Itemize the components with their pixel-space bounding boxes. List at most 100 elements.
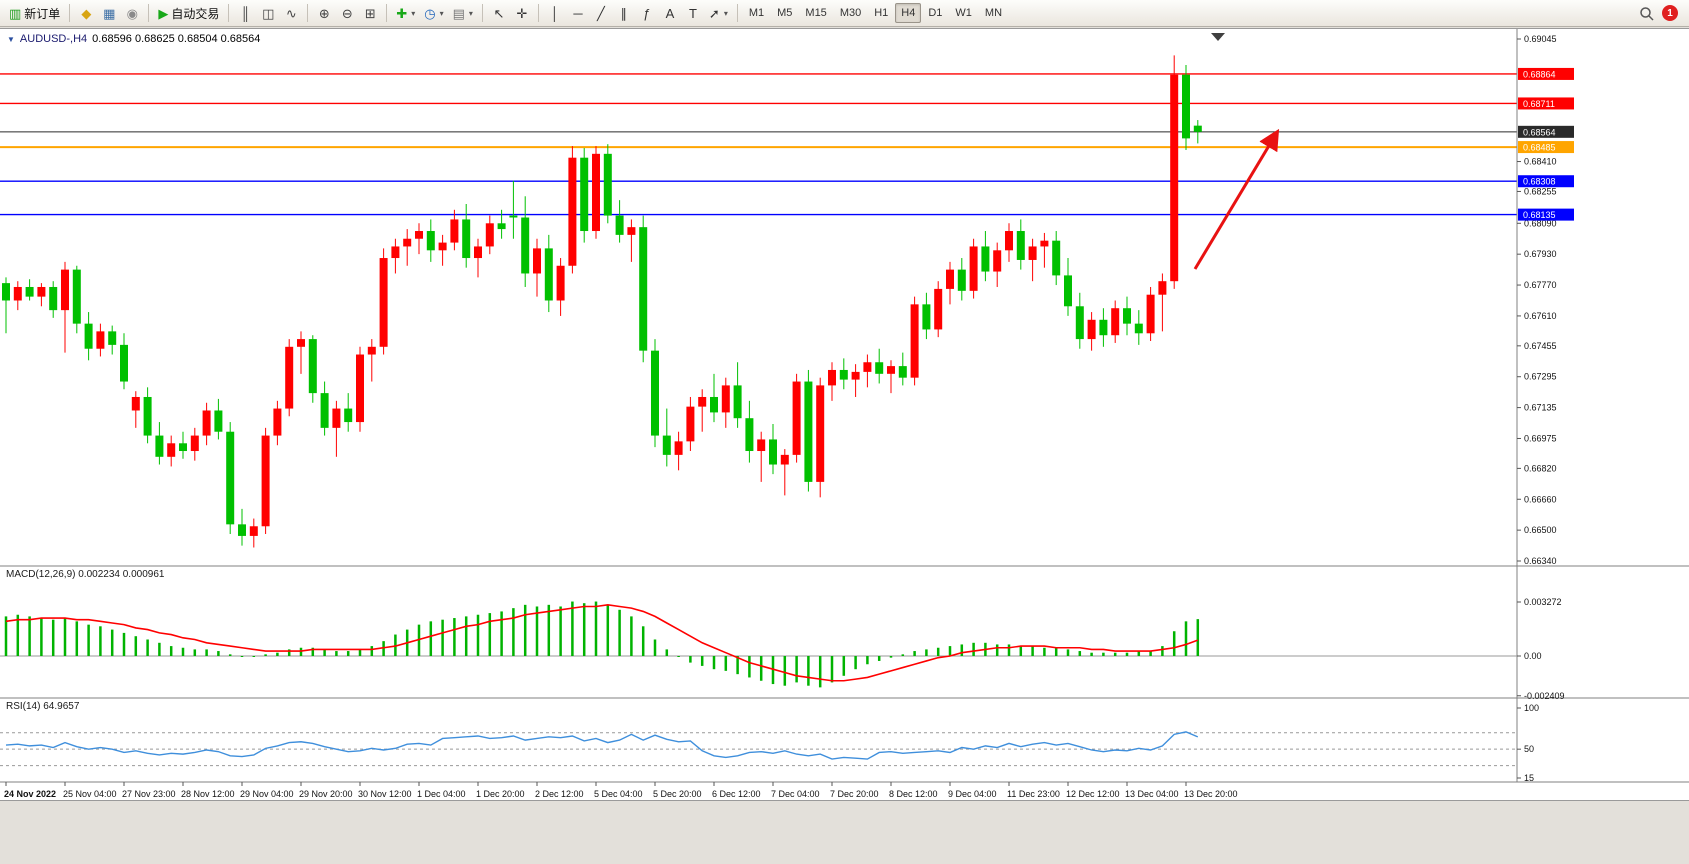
timeframe-button-w1[interactable]: W1 <box>949 3 978 23</box>
timeframe-toolbar: M1 M5 M15 M30 H1 H4 D1 W1 MN <box>743 3 1008 23</box>
time-tick-label: 7 Dec 04:00 <box>771 789 820 799</box>
macd-signal-line <box>5 604 1199 682</box>
trendline-button[interactable]: ╱ <box>590 2 612 24</box>
price-axis[interactable]: 0.69045 0.68410 0.68255 0.68090 0.67930 0.677… <box>1517 34 1574 566</box>
vertical-line-button[interactable]: │ <box>544 2 566 24</box>
indicators-plus-icon: ✚ <box>396 5 408 21</box>
tile-windows-button[interactable]: ⊞ <box>359 2 381 24</box>
zoom-out-button[interactable]: ⊖ <box>336 2 358 24</box>
caret-down-icon: ▾ <box>468 8 473 18</box>
price-tick-label: 0.67135 <box>1524 403 1557 413</box>
line-chart-icon: ∿ <box>285 5 297 21</box>
price-tick-label: 0.67455 <box>1524 341 1557 351</box>
new-order-button[interactable]: ▥ 新订单 <box>5 2 64 24</box>
toolbar-separator <box>307 4 309 22</box>
text-label-button[interactable]: T <box>682 2 704 24</box>
time-tick-label: 29 Nov 04:00 <box>240 789 294 799</box>
svg-text:0.68864: 0.68864 <box>1523 69 1556 79</box>
time-tick-label: 28 Nov 12:00 <box>181 789 235 799</box>
trendline-icon: ╱ <box>597 5 605 21</box>
chart-canvas[interactable]: 0.69045 0.68410 0.68255 0.68090 0.67930 0.677… <box>0 29 1689 802</box>
templates-button[interactable]: ▤ ▾ <box>449 2 477 24</box>
line-chart-button[interactable]: ∿ <box>280 2 302 24</box>
macd-tick-label: -0.002409 <box>1524 691 1565 701</box>
price-tick-label: 0.66500 <box>1524 525 1557 535</box>
timeframe-button-mn[interactable]: MN <box>979 3 1008 23</box>
template-icon: ▤ <box>452 5 465 21</box>
timeframe-button-m1[interactable]: M1 <box>743 3 770 23</box>
price-tick-label: 0.68410 <box>1524 157 1557 167</box>
chevron-down-icon: ▼ <box>7 34 15 44</box>
auto-trading-button[interactable]: ▶ 自动交易 <box>154 2 223 24</box>
market-watch-button[interactable]: ◆ <box>75 2 97 24</box>
price-tick-label: 0.68090 <box>1524 218 1557 228</box>
channel-button[interactable]: ∥ <box>613 2 635 24</box>
new-order-button-label: 新订单 <box>24 6 61 21</box>
price-tick-label: 0.66975 <box>1524 433 1557 443</box>
rsi-line <box>5 731 1199 760</box>
time-axis[interactable]: 24 Nov 2022 25 Nov 04:00 27 Nov 23:00 28 No… <box>4 782 1238 799</box>
rsi-tick-label: 50 <box>1524 744 1534 754</box>
toolbar-separator <box>481 4 483 22</box>
timeframe-button-m30[interactable]: M30 <box>834 3 867 23</box>
signals-icon: ◉ <box>126 5 138 21</box>
price-line-label-0.68485: 0.68485 <box>1518 141 1574 154</box>
horizontal-line-button[interactable]: ─ <box>567 2 589 24</box>
search-button[interactable] <box>1639 6 1654 21</box>
time-tick-label: 5 Dec 20:00 <box>653 789 702 799</box>
macd-panel: 0.003272 0.00 -0.002409 <box>0 597 1565 701</box>
timeframe-button-h4[interactable]: H4 <box>895 3 922 23</box>
macd-tick-label: 0.00 <box>1524 651 1542 661</box>
horizontal-line-icon: ─ <box>573 5 583 21</box>
time-tick-label: 2 Dec 12:00 <box>535 789 584 799</box>
toolbar-right-cluster: 1 <box>1639 5 1684 21</box>
trend-arrow-annotation[interactable] <box>1193 128 1280 270</box>
bar-chart-button[interactable]: ║ <box>234 2 256 24</box>
rsi-tick-label: 15 <box>1524 773 1534 783</box>
price-line-label-0.68564: 0.68564 <box>1518 125 1574 138</box>
rsi-indicator-label: RSI(14) 64.9657 <box>6 701 80 712</box>
ohlc-values: 0.68596 0.68625 0.68504 0.68564 <box>92 33 261 45</box>
price-line-label-0.68308: 0.68308 <box>1518 175 1574 188</box>
crosshair-button[interactable]: ✛ <box>511 2 533 24</box>
text-icon: A <box>665 5 675 21</box>
zoom-in-button[interactable]: ⊕ <box>313 2 335 24</box>
cursor-button[interactable]: ↖ <box>488 2 510 24</box>
price-tick-label: 0.68255 <box>1524 186 1557 196</box>
timeframe-button-h1[interactable]: H1 <box>868 3 894 23</box>
rsi-tick-label: 100 <box>1524 703 1539 713</box>
candlestick-series <box>2 55 1202 548</box>
main-toolbar: ▥ 新订单 ◆ ▦ ◉ ▶ 自动交易 ║ ◫ ∿ ⊕ ⊖ ⊞ ✚ ▾ ◷ ▾ ▤ ▾ ↖ ✛ │ ─ ╱ ∥ ƒ A T ➚ ▾ M1 M5… <box>0 0 1689 27</box>
chart-shift-marker-icon[interactable] <box>1211 33 1225 41</box>
signals-button[interactable]: ◉ <box>121 2 143 24</box>
arrows-button[interactable]: ➚ ▾ <box>705 2 732 24</box>
periods-button[interactable]: ◷ ▾ <box>420 2 447 24</box>
channel-icon: ∥ <box>620 5 628 21</box>
macd-indicator-label: MACD(12,26,9) 0.002234 0.000961 <box>6 569 165 580</box>
time-tick-label: 12 Dec 12:00 <box>1066 789 1120 799</box>
fibonacci-button[interactable]: ƒ <box>636 2 658 24</box>
timeframe-button-m15[interactable]: M15 <box>799 3 832 23</box>
price-tick-label: 0.67610 <box>1524 311 1557 321</box>
caret-down-icon: ▾ <box>439 8 444 18</box>
zoom-in-icon: ⊕ <box>318 5 330 21</box>
clock-icon: ◷ <box>424 5 436 21</box>
candlestick-chart-button[interactable]: ◫ <box>257 2 279 24</box>
indicators-button[interactable]: ✚ ▾ <box>392 2 419 24</box>
svg-text:0.68485: 0.68485 <box>1523 143 1556 153</box>
text-button[interactable]: A <box>659 2 681 24</box>
symbol-period-label: AUDUSD-,H4 <box>19 33 88 45</box>
chart-window[interactable]: ▼ AUDUSD-,H4 0.68596 0.68625 0.68504 0.6… <box>0 28 1689 801</box>
price-tick-label: 0.66820 <box>1524 463 1557 473</box>
horizontal-level-lines[interactable] <box>0 73 1517 216</box>
notification-badge[interactable]: 1 <box>1662 5 1678 21</box>
bar-chart-icon: ║ <box>240 5 250 21</box>
toolbar-separator <box>228 4 230 22</box>
price-tick-label: 0.66660 <box>1524 494 1557 504</box>
timeframe-button-d1[interactable]: D1 <box>922 3 948 23</box>
auto-trading-play-icon: ▶ <box>158 5 169 21</box>
timeframe-button-m5[interactable]: M5 <box>771 3 798 23</box>
navigator-button[interactable]: ▦ <box>98 2 120 24</box>
time-tick-label: 13 Dec 04:00 <box>1125 789 1179 799</box>
